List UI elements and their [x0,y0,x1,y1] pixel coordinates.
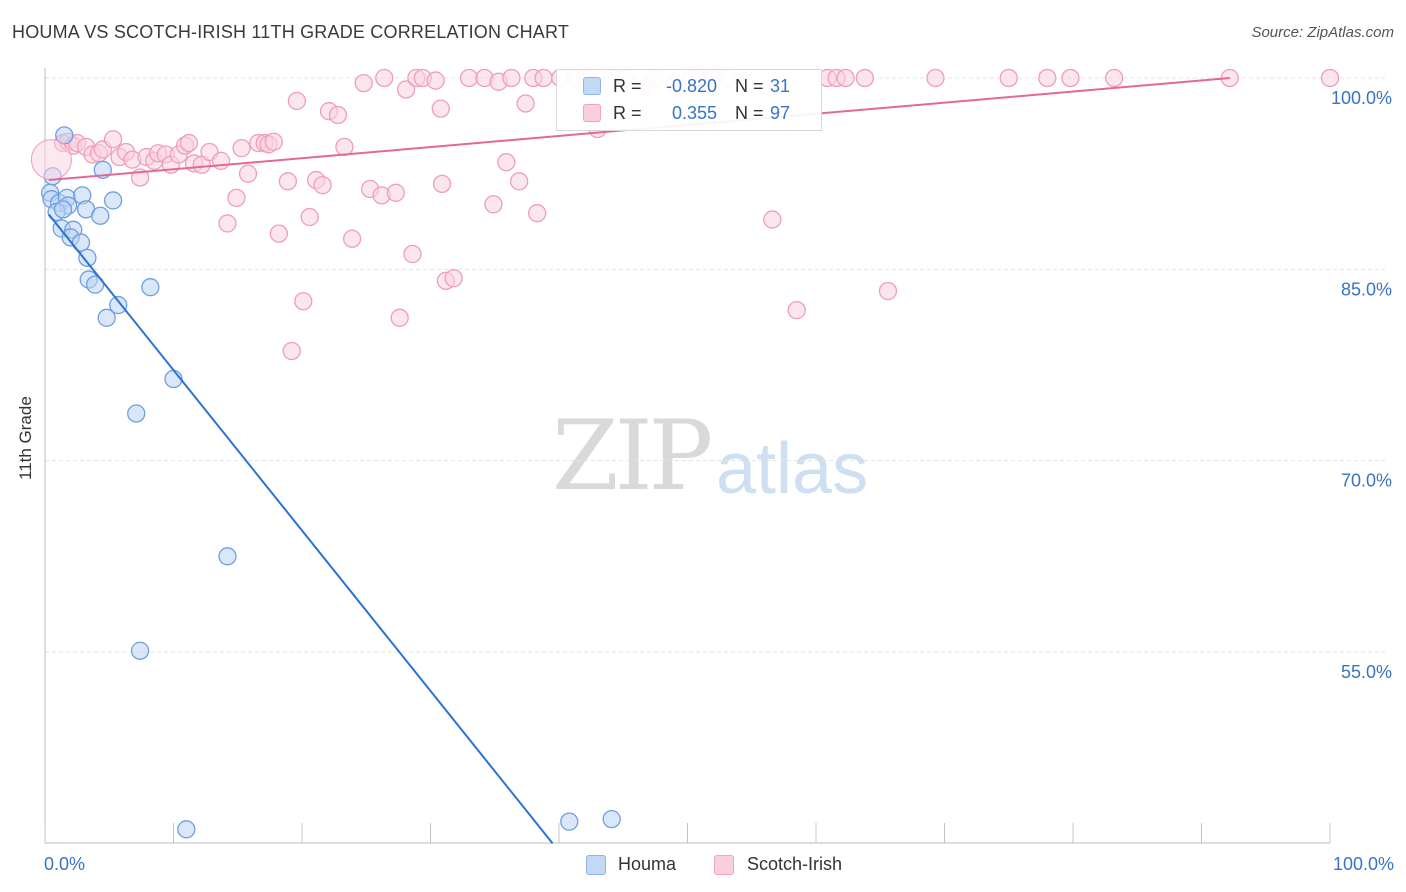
scotch-irish-point [878,281,898,301]
y-tick-label: 55.0% [1341,662,1392,682]
scotch-irish-point [218,214,237,233]
houma-point [103,191,123,210]
scotch-irish-point [432,174,452,194]
scotch-irish-point [1038,68,1057,88]
scotch-irish-point [999,68,1018,88]
scotch-irish-point [269,224,289,243]
r-value: 0.355 [671,103,717,123]
scotch-irish-point [1320,68,1340,88]
scotch-irish-point [227,188,246,208]
houma-trendline [48,213,554,844]
n-label: N = [735,76,764,96]
scotch-irish-point [787,301,806,320]
houma-legend-label: Houma [618,854,677,874]
scotch-irish-point [211,151,231,171]
scotch-irish-point [484,195,503,214]
r-label: R = [613,76,642,96]
trend-layer [48,77,1230,844]
houma-point [218,547,237,566]
scotch-irish-point [836,68,855,88]
source-label: Source: ZipAtlas.com [1251,24,1394,41]
scotch-irish-point [354,73,373,93]
scotch-irish-point [342,229,362,248]
scotch-irish-point [328,105,348,125]
houma-point [85,275,105,294]
scotch-irish-point [375,68,394,88]
stats-legend: R = -0.820 N = 31 R = 0.355 N = 97 [556,69,822,131]
scotch-irish-legend-swatch [714,855,734,875]
axis-layer [44,68,1331,844]
scotch-irish-point [386,183,405,202]
scotch-irish-point [426,71,445,90]
scotch-irish-point [278,172,298,191]
y-tick-label: 100.0% [1331,88,1392,108]
scotch-irish-point [300,207,319,227]
houma-point [109,295,128,315]
scotch-irish-point [390,308,409,327]
legend-row-houma: R = -0.820 N = 31 [557,73,821,99]
scotch-irish-point [516,94,535,113]
scotch-irish-point [510,172,529,191]
scotch-irish-point [264,132,283,151]
scotch-irish-point [238,164,258,183]
houma-point [141,278,160,297]
scotch-irish-point [497,153,516,172]
houma-legend-swatch [586,855,606,875]
houma-point [127,404,146,423]
scotch-irish-point [459,68,479,88]
r-label: R = [613,103,642,123]
points-layer [30,68,1340,839]
houma-point [78,248,97,268]
scotch-irish-legend-label: Scotch-Irish [747,854,843,874]
n-label: N = [735,103,764,123]
y-axis-label: 11th Grade [16,396,35,480]
scotch-irish-point [1061,68,1080,88]
watermark-atlas: atlas [716,429,869,509]
scotch-irish-point [403,244,422,264]
scotch-irish-point [179,133,199,153]
y-tick-label: 85.0% [1341,279,1392,299]
scotch-irish-point [431,99,450,118]
scotch-irish-point [502,68,521,88]
scotch-irish-swatch [583,104,601,122]
houma-point [130,641,150,660]
scotch-irish-point [287,91,307,111]
scotch-irish-point [103,130,123,149]
scotch-irish-point [855,68,874,88]
n-value: 31 [770,76,791,96]
x-tick-label: 0.0% [44,854,85,874]
label-layer: 100.0% 85.0% 70.0% 55.0% 0.0% 100.0% [44,88,1394,874]
scotch-irish-point [926,68,945,88]
legend-row-scotch-irish: R = 0.355 N = 97 [557,100,821,126]
scotch-irish-point [396,80,416,99]
r-value: -0.820 [665,76,717,96]
houma-point [602,809,621,829]
houma-point [53,200,73,219]
houma-point [91,206,110,225]
scotch-irish-point [528,204,547,223]
scotch-irish-point [335,137,354,157]
scotch-irish-point [232,139,251,158]
scotch-irish-point [282,341,301,361]
scotch-irish-point [763,210,782,229]
n-value: 97 [770,103,791,123]
scotch-irish-point [1104,68,1124,88]
houma-point [560,812,579,831]
x-tick-label: 100.0% [1333,854,1394,874]
houma-swatch [583,77,601,95]
houma-point [97,308,116,327]
scotch-irish-point [444,269,463,288]
chart-title: HOUMA VS SCOTCH-IRISH 11TH GRADE CORRELA… [12,22,570,42]
scotch-irish-point [294,292,313,311]
scotch-irish-cluster-point [30,139,72,181]
scotch-irish-point [534,68,553,88]
y-tick-label: 70.0% [1341,471,1392,491]
houma-point [177,820,196,839]
scotch-irish-point [313,175,332,195]
watermark-zip: ZIP [552,400,713,512]
grid-layer [45,77,1385,653]
